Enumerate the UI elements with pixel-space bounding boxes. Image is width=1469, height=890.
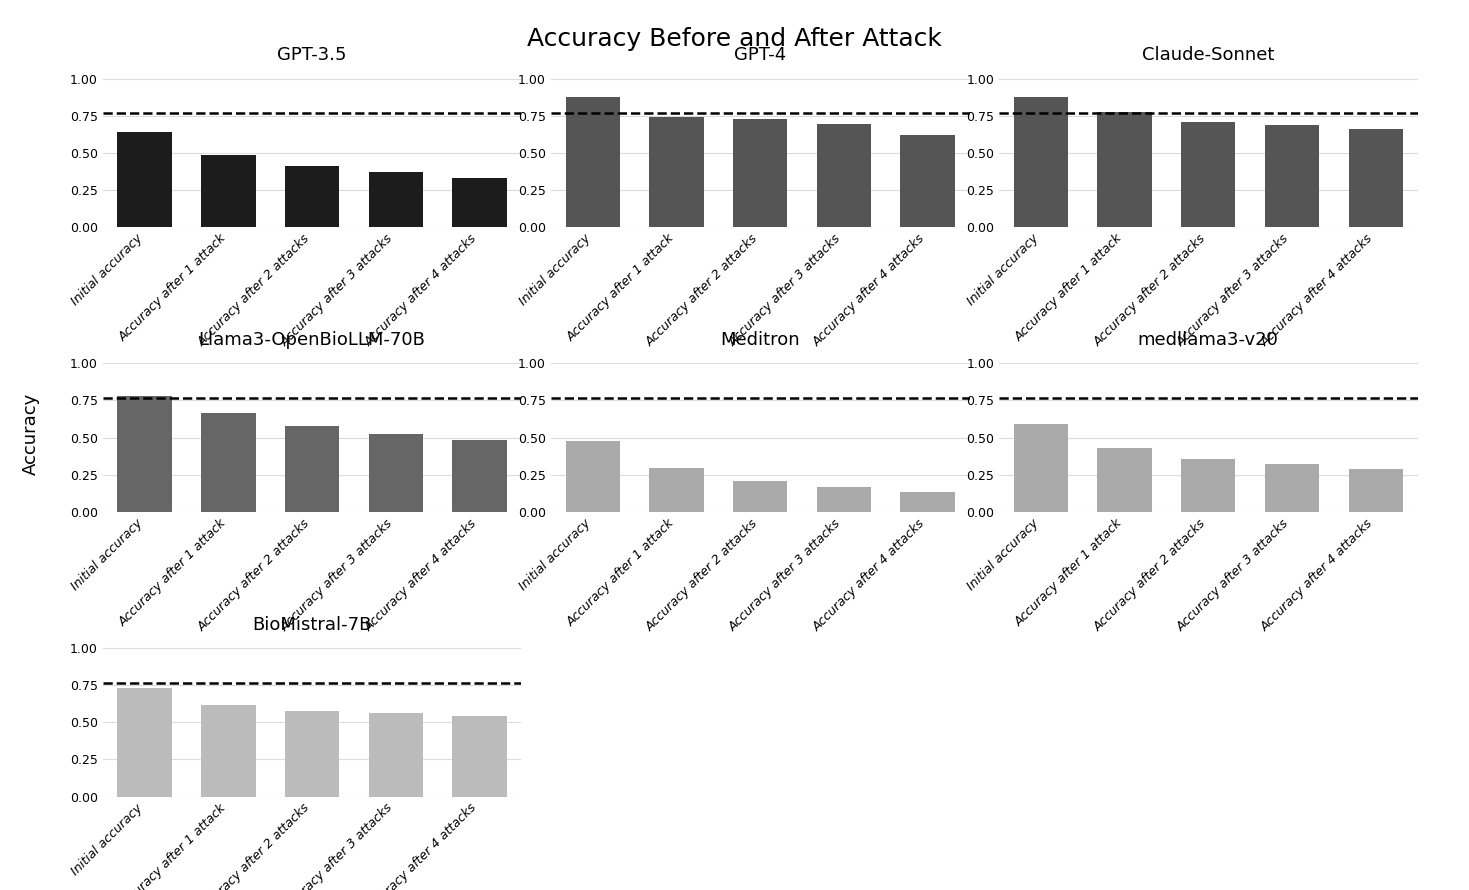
Bar [1349, 469, 1403, 512]
Text: Accuracy: Accuracy [22, 392, 40, 475]
Bar [452, 716, 507, 797]
Bar [733, 119, 787, 227]
Title: BioMistral-7B: BioMistral-7B [253, 616, 372, 634]
Bar [452, 178, 507, 227]
Bar [1014, 425, 1068, 512]
Bar [566, 97, 620, 227]
Bar [285, 426, 339, 512]
Bar [1181, 459, 1235, 512]
Text: Accuracy Before and After Attack: Accuracy Before and After Attack [527, 27, 942, 51]
Bar [118, 132, 172, 227]
Bar [900, 492, 955, 512]
Title: Claude-Sonnet: Claude-Sonnet [1141, 46, 1275, 64]
Bar [1014, 97, 1068, 227]
Bar [201, 705, 256, 797]
Bar [566, 441, 620, 512]
Bar [1097, 112, 1152, 227]
Bar [201, 155, 256, 227]
Bar [1265, 125, 1319, 227]
Bar [900, 134, 955, 227]
Bar [369, 714, 423, 797]
Bar [1181, 122, 1235, 227]
Bar [285, 710, 339, 797]
Bar [649, 117, 704, 227]
Bar [285, 166, 339, 227]
Title: GPT-4: GPT-4 [734, 46, 786, 64]
Bar [1349, 129, 1403, 227]
Bar [733, 481, 787, 512]
Bar [817, 125, 871, 227]
Bar [369, 433, 423, 512]
Title: medllama3-v20: medllama3-v20 [1138, 331, 1278, 349]
Bar [1097, 449, 1152, 512]
Bar [452, 440, 507, 512]
Bar [369, 173, 423, 227]
Title: GPT-3.5: GPT-3.5 [278, 46, 347, 64]
Bar [118, 396, 172, 512]
Bar [118, 688, 172, 797]
Bar [817, 488, 871, 512]
Bar [649, 468, 704, 512]
Bar [201, 413, 256, 512]
Bar [1265, 464, 1319, 512]
Title: Llama3-OpenBioLLM-70B: Llama3-OpenBioLLM-70B [198, 331, 426, 349]
Title: Meditron: Meditron [720, 331, 801, 349]
